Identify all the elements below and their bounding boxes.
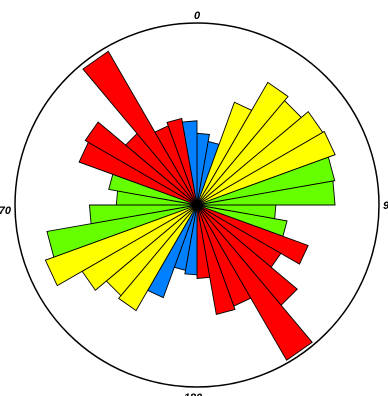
- petal-325: [82, 50, 198, 206]
- angle-labels-group: 0 90 180 270: [0, 10, 388, 396]
- angle-label-180: 180: [184, 392, 203, 396]
- petal-355: [181, 120, 198, 206]
- angle-label-0: 0: [194, 10, 201, 22]
- angle-label-270: 270: [0, 205, 12, 217]
- petals-group: [44, 50, 336, 361]
- outer-circle: [14, 22, 380, 388]
- angle-label-90: 90: [383, 200, 388, 212]
